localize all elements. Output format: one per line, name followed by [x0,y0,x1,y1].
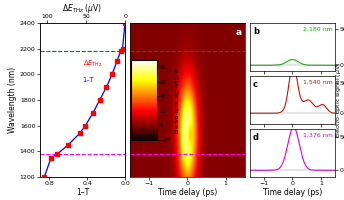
Text: b: b [253,27,259,36]
Text: 2,180 nm: 2,180 nm [303,27,333,32]
X-axis label: Time delay (ps): Time delay (ps) [263,188,322,197]
X-axis label: $\Delta E_{\rm THz}$ ($\mu$V): $\Delta E_{\rm THz}$ ($\mu$V) [62,2,103,15]
Text: 1,540 nm: 1,540 nm [303,80,333,85]
Text: 1,376 nm: 1,376 nm [303,133,333,138]
Text: d: d [253,133,259,142]
Y-axis label: Electro-optic signal ($\mu$V): Electro-optic signal ($\mu$V) [173,66,182,134]
Y-axis label: Wavelength (nm): Wavelength (nm) [8,67,17,133]
X-axis label: 1–T: 1–T [76,188,89,197]
X-axis label: Time delay (ps): Time delay (ps) [158,188,217,197]
Text: a: a [235,28,241,37]
Text: $\Delta E_{\rm THz}$: $\Delta E_{\rm THz}$ [83,59,102,69]
Text: 1–T: 1–T [83,77,94,83]
Text: c: c [253,80,258,89]
Text: Electro-optic signal ($\mu$V): Electro-optic signal ($\mu$V) [334,62,343,138]
